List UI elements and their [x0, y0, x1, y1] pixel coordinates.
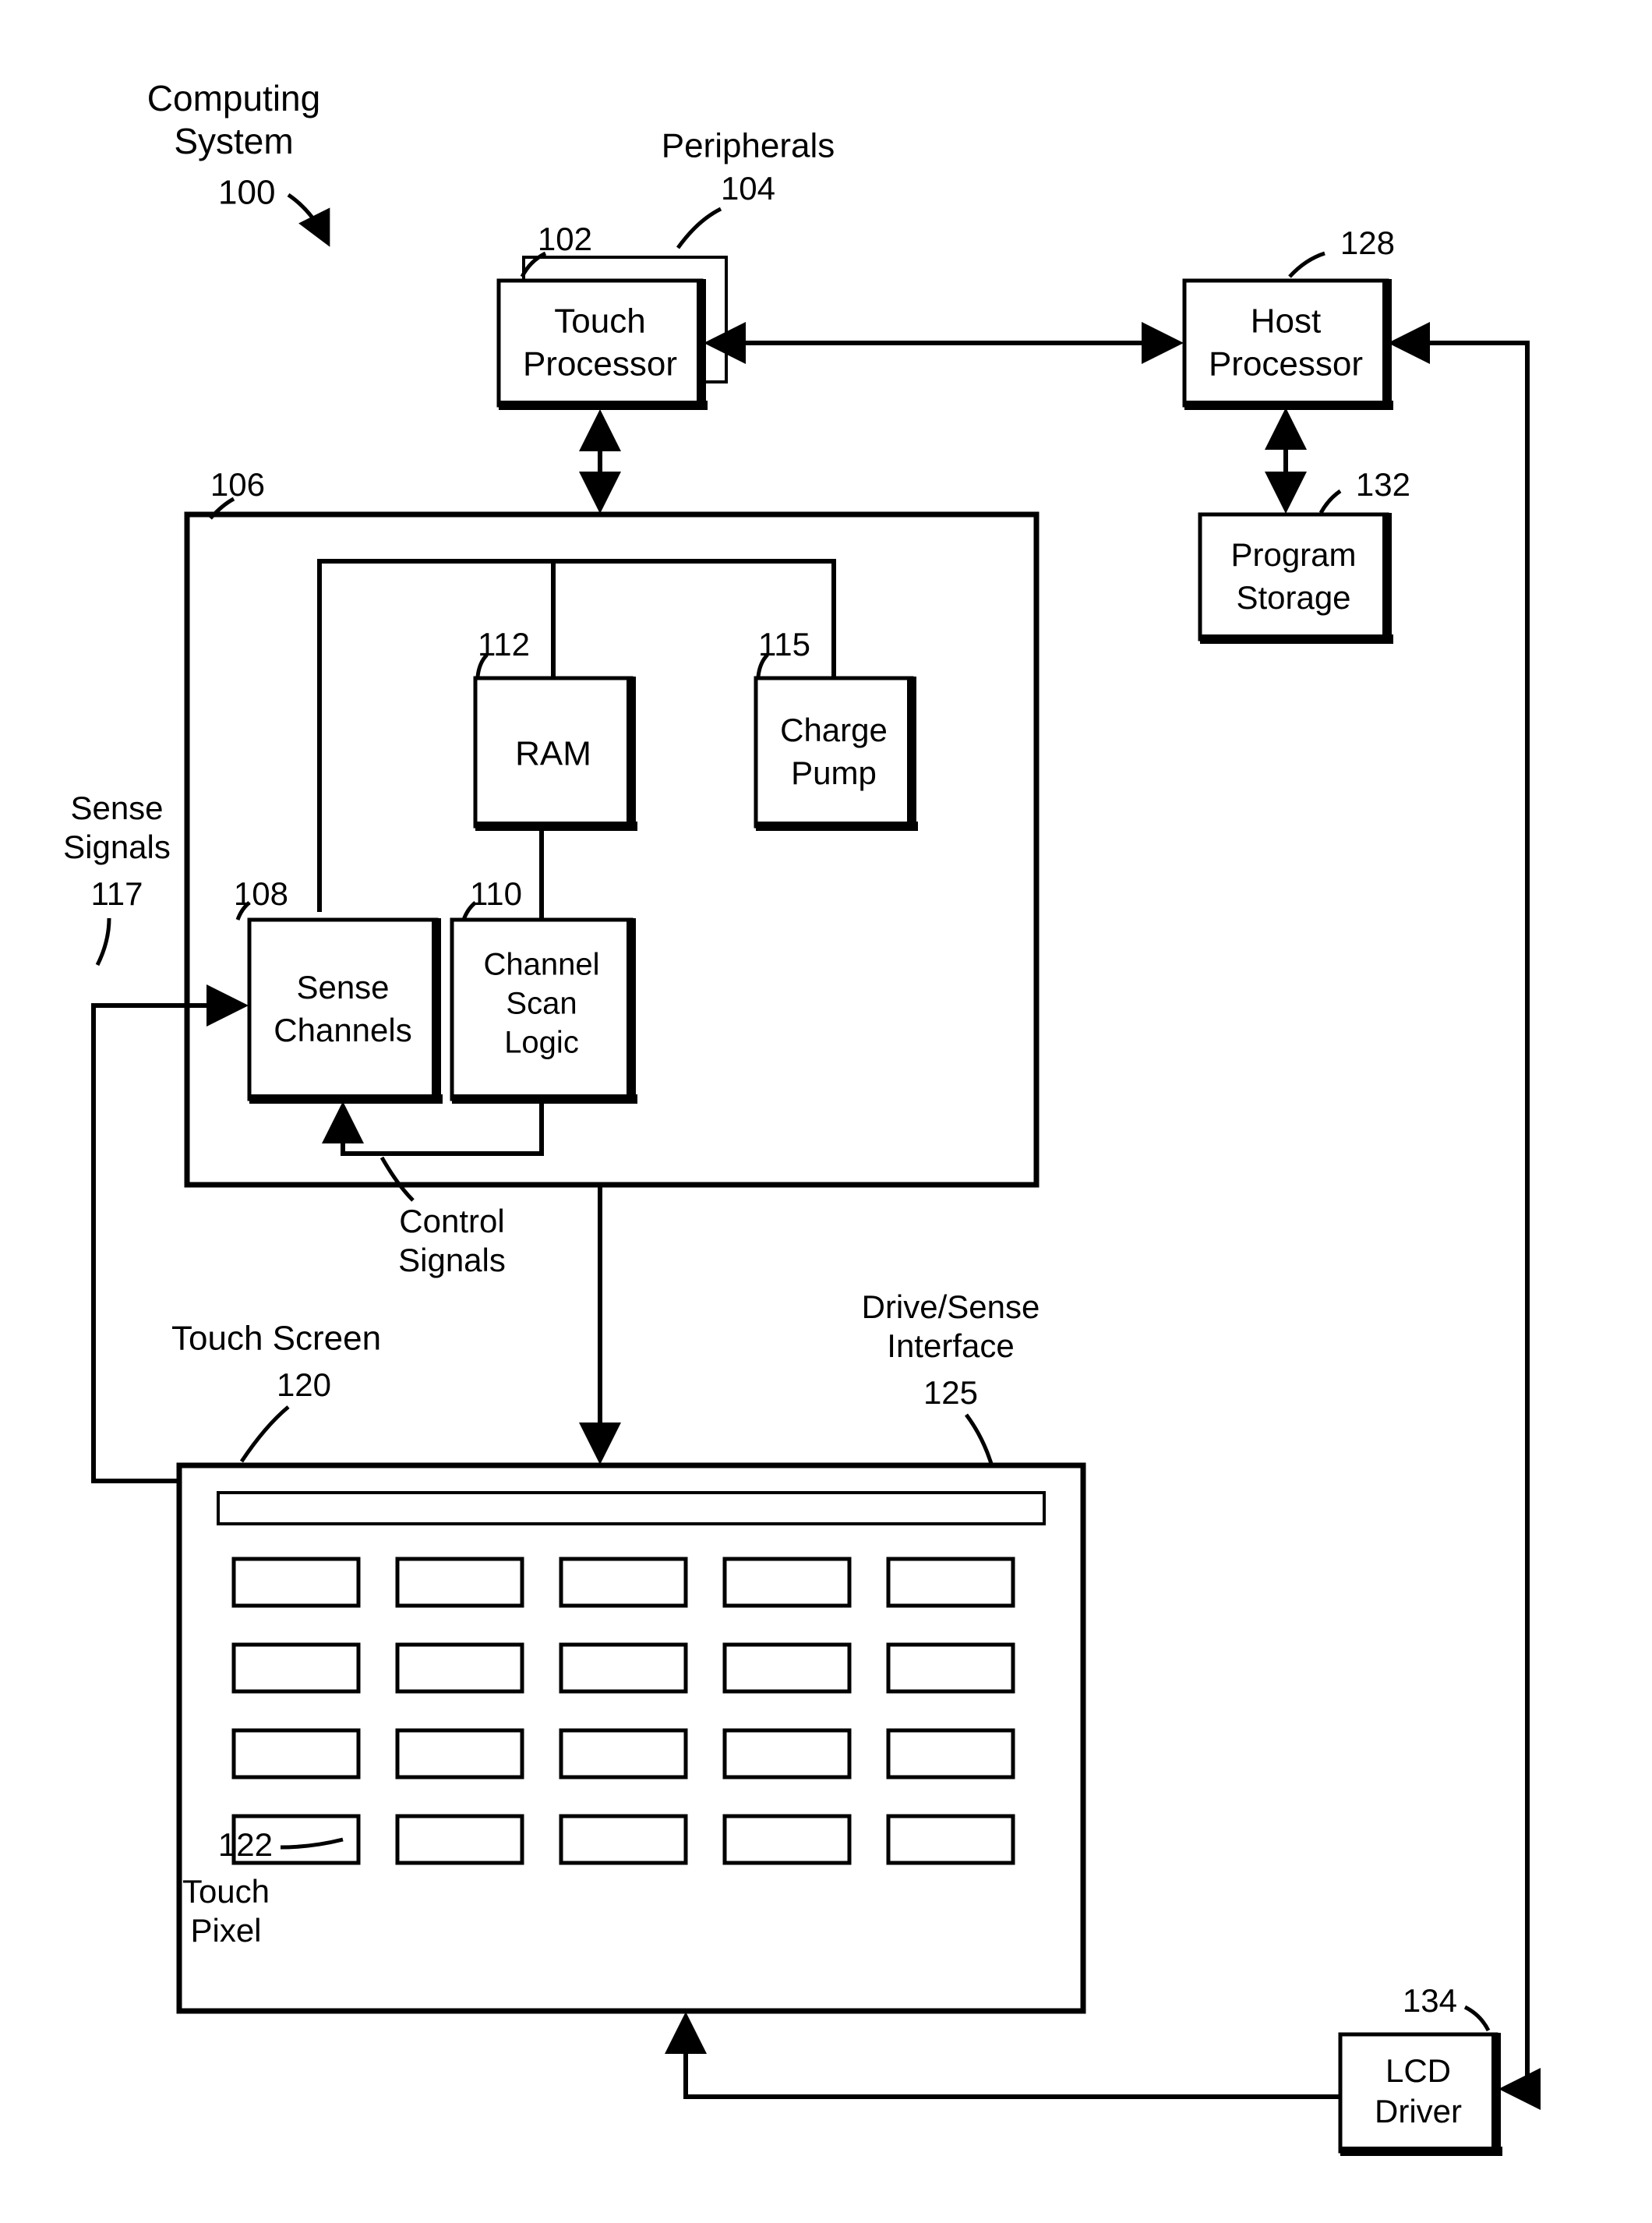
channel-scan-box: Channel Scan Logic	[452, 918, 637, 1104]
sense-channels-box: Sense Channels	[249, 918, 443, 1104]
program-storage-box: Program Storage	[1200, 513, 1393, 644]
chscan-line3: Logic	[504, 1026, 579, 1060]
touchscreen-leader	[242, 1407, 288, 1461]
chscan-line1: Channel	[483, 948, 599, 982]
touch-pixel-cell	[725, 1730, 849, 1777]
charge-pump-line1: Charge	[780, 712, 888, 748]
touch-pixel-cell	[725, 1645, 849, 1691]
touch-pixel-cell	[397, 1730, 522, 1777]
dsif-line2: Interface	[887, 1327, 1014, 1364]
sense-sig-line2: Signals	[63, 829, 171, 865]
sense-ch-ref: 108	[234, 875, 288, 912]
charge-pump-box: Charge Pump	[756, 677, 918, 831]
touch-pixel-line1: Touch	[182, 1873, 270, 1910]
host-proc-leader	[1290, 253, 1325, 277]
touch-pixel-cell	[888, 1559, 1013, 1606]
title-line2: System	[174, 121, 293, 161]
edge-lcd-touchscreen	[686, 2019, 1340, 2097]
touch-pixel-cell	[888, 1645, 1013, 1691]
host-processor-box: Host Processor	[1184, 279, 1393, 410]
dsif-line1: Drive/Sense	[862, 1288, 1040, 1325]
ctrl-sig-line2: Signals	[398, 1242, 506, 1278]
lcd-line2: Driver	[1375, 2093, 1462, 2129]
sense-sig-leader	[97, 918, 109, 965]
dsif-ref: 125	[923, 1374, 978, 1411]
touch-proc-line2: Processor	[523, 345, 677, 383]
touch-proc-line1: Touch	[554, 302, 645, 341]
title-ref: 100	[218, 174, 275, 212]
touch-pixel-cell	[725, 1816, 849, 1863]
chscan-ref: 110	[470, 875, 522, 912]
touch-pixel-cell	[234, 1645, 358, 1691]
peripherals-leader	[678, 209, 721, 248]
sense-sig-ref: 117	[91, 875, 143, 912]
charge-pump-line2: Pump	[791, 755, 877, 791]
host-proc-line1: Host	[1251, 302, 1321, 341]
prog-storage-line2: Storage	[1236, 579, 1350, 616]
lcd-driver-box: LCD Driver	[1340, 2033, 1502, 2156]
touch-pixel-cell	[234, 1559, 358, 1606]
touch-proc-ref: 102	[538, 221, 592, 257]
chscan-line2: Scan	[506, 987, 577, 1021]
touch-pixel-cell	[561, 1816, 686, 1863]
title-line1: Computing	[147, 78, 320, 118]
touch-pixel-line2: Pixel	[190, 1912, 261, 1949]
prog-storage-leader	[1321, 491, 1340, 513]
touch-processor-box: Touch Processor	[499, 279, 708, 410]
lcd-line1: LCD	[1385, 2052, 1451, 2089]
ctrl-sig-line1: Control	[399, 1203, 504, 1239]
touch-pixel-cell	[234, 1730, 358, 1777]
peripherals-ref: 104	[721, 170, 775, 207]
touch-pixel-cell	[725, 1559, 849, 1606]
controller-ref: 106	[210, 466, 265, 503]
title-leader	[288, 195, 327, 242]
sense-ch-line2: Channels	[274, 1012, 411, 1048]
touch-pixel-cell	[888, 1816, 1013, 1863]
host-proc-ref: 128	[1340, 224, 1395, 261]
touch-pixel-cell	[397, 1559, 522, 1606]
touch-pixel-ref: 122	[218, 1826, 273, 1863]
touch-pixel-cell	[561, 1645, 686, 1691]
touch-pixel-cell	[397, 1645, 522, 1691]
prog-storage-line1: Program	[1230, 536, 1356, 573]
edge-hostproc-lcd	[1395, 343, 1527, 2089]
touch-pixel-cell	[561, 1559, 686, 1606]
prog-storage-ref: 132	[1356, 466, 1410, 503]
touchscreen-label: Touch Screen	[171, 1320, 381, 1358]
host-proc-line2: Processor	[1209, 345, 1363, 383]
ram-box: RAM	[475, 677, 637, 831]
touch-pixel-cell	[888, 1730, 1013, 1777]
drive-sense-interface-bar	[218, 1493, 1044, 1524]
ram-label: RAM	[515, 735, 591, 773]
lcd-ref: 134	[1403, 1982, 1457, 2019]
sense-ch-line1: Sense	[296, 969, 389, 1005]
lcd-leader	[1465, 2007, 1488, 2030]
computing-system-diagram: Computing System 100 Peripherals 104 Tou…	[0, 0, 1652, 2223]
peripherals-label: Peripherals	[662, 127, 835, 165]
sense-sig-line1: Sense	[70, 790, 163, 826]
touchscreen-ref: 120	[277, 1366, 331, 1403]
touch-pixel-cell	[561, 1730, 686, 1777]
touch-pixel-cell	[397, 1816, 522, 1863]
